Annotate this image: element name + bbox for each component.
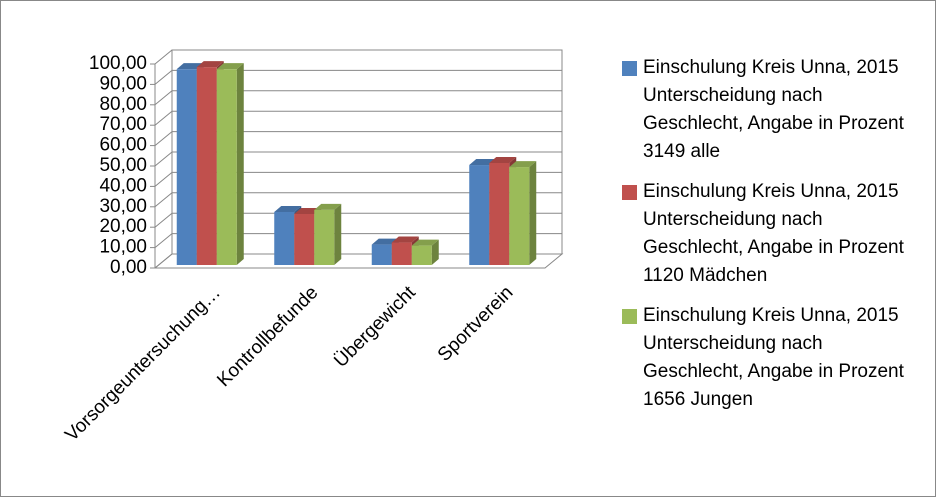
- legend: Einschulung Kreis Unna, 2015 Unterscheid…: [622, 54, 922, 426]
- y-tick-label: 50,00: [99, 155, 147, 176]
- bar-front: [469, 165, 490, 265]
- y-tick-label: 30,00: [99, 196, 147, 217]
- bar-side: [334, 203, 342, 265]
- y-tick-label: 10,00: [99, 237, 147, 258]
- bar-top: [489, 157, 517, 163]
- grid-line: [154, 110, 562, 126]
- grid-line: [154, 69, 562, 85]
- legend-key: [622, 309, 637, 324]
- bar-front: [391, 242, 412, 265]
- bar-side: [529, 161, 537, 265]
- bar-top: [274, 205, 302, 212]
- y-tick-label: 80,00: [99, 94, 147, 115]
- grid-line: [154, 49, 562, 65]
- bar-front: [371, 244, 392, 265]
- grid-line: [154, 151, 562, 167]
- bar-top: [314, 203, 342, 210]
- y-tick-label: 70,00: [99, 114, 147, 135]
- bar-top: [509, 161, 537, 168]
- bar-front: [314, 209, 335, 265]
- y-tick-label: 90,00: [99, 73, 147, 94]
- bar-side: [431, 239, 439, 265]
- grid-line: [154, 233, 562, 248]
- grid-line: [154, 171, 562, 187]
- grid-line: [154, 192, 562, 208]
- bar-top: [196, 61, 224, 68]
- y-tick-label: 0,00: [110, 257, 147, 278]
- bar-side: [236, 63, 244, 265]
- bar-front: [274, 211, 295, 265]
- y-tick-label: 100,00: [89, 53, 147, 74]
- bar-front: [294, 214, 315, 265]
- legend-key: [622, 61, 637, 76]
- grid-line: [154, 212, 562, 228]
- legend-entry: Einschulung Kreis Unna, 2015 Unterscheid…: [622, 54, 922, 166]
- bar-top: [391, 236, 419, 243]
- legend-entry: Einschulung Kreis Unna, 2015 Unterscheid…: [622, 302, 922, 414]
- legend-label: Einschulung Kreis Unna, 2015 Unterscheid…: [643, 181, 904, 286]
- legend-label: Einschulung Kreis Unna, 2015 Unterscheid…: [643, 305, 904, 410]
- bar-front: [176, 69, 197, 265]
- bar-front: [196, 67, 217, 266]
- legend-key: [622, 185, 637, 200]
- bar: [216, 63, 244, 265]
- grid-line: [154, 131, 562, 146]
- y-tick-label: 20,00: [99, 216, 147, 237]
- bar-top: [411, 239, 439, 246]
- bar: [509, 161, 537, 265]
- bar: [411, 239, 439, 265]
- legend-label: Einschulung Kreis Unna, 2015 Unterscheid…: [643, 57, 904, 162]
- y-tick-label: 60,00: [99, 135, 147, 156]
- y-tick-label: 40,00: [99, 175, 147, 196]
- bar-front: [216, 69, 237, 265]
- legend-entry: Einschulung Kreis Unna, 2015 Unterscheid…: [622, 178, 922, 290]
- bar-front: [489, 163, 510, 265]
- bar-top: [216, 63, 244, 70]
- bar-front: [509, 167, 530, 265]
- bar: [314, 203, 342, 265]
- bar-front: [411, 245, 432, 265]
- grid-line: [154, 90, 562, 106]
